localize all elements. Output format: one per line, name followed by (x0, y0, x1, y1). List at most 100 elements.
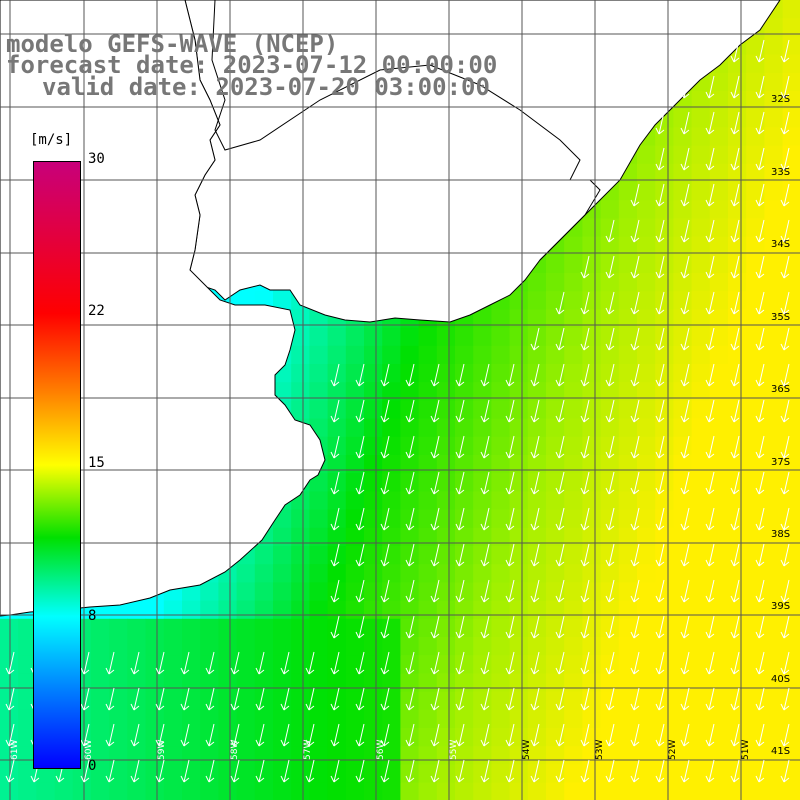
wind-arrow (580, 723, 590, 747)
wind-cell (691, 163, 711, 183)
wind-cell (473, 455, 492, 474)
wind-cell (36, 782, 56, 800)
wind-arrow (680, 75, 690, 99)
wind-cell (527, 473, 547, 492)
wind-arrow (505, 471, 515, 495)
wind-cell (91, 709, 110, 729)
wind-cell (546, 382, 565, 401)
wind-cell (473, 309, 492, 329)
forecast-date: forecast date: 2023-07-12 00:00:00 (6, 51, 498, 79)
wind-cell (18, 618, 37, 638)
wind-arrow (580, 579, 590, 603)
wind-cell (728, 546, 747, 565)
wind-cell (618, 600, 638, 620)
wind-cell (509, 436, 529, 456)
wind-cell (309, 509, 329, 529)
wind-cell (382, 546, 401, 565)
wind-cell (291, 564, 310, 583)
wind-arrow (680, 363, 690, 387)
wind-arrow (580, 759, 590, 783)
wind-arrow (380, 759, 390, 783)
wind-cell (655, 637, 674, 656)
wind-cell (600, 473, 620, 492)
wind-cell (782, 764, 800, 784)
wind-arrow (730, 255, 740, 279)
wind-cell (618, 491, 638, 511)
wind-cell (491, 309, 511, 329)
wind-cell (728, 455, 747, 474)
wind-cell (400, 637, 420, 656)
wind-cell (273, 291, 292, 310)
wind-cell (400, 728, 420, 747)
wind-cell (600, 218, 620, 238)
wind-cell (473, 491, 492, 511)
wind-cell (709, 691, 729, 711)
wind-cell (600, 546, 620, 565)
wind-cell (746, 182, 765, 201)
wind-cell (637, 509, 656, 529)
wind-cell (436, 691, 456, 711)
wind-arrow (655, 399, 665, 423)
wind-cell (91, 618, 110, 638)
wind-cell (145, 637, 165, 656)
wind-cell (764, 327, 784, 347)
wind-arrow (305, 723, 315, 747)
wind-cell (345, 327, 365, 347)
wind-cell (782, 418, 800, 438)
wind-cell (728, 673, 747, 693)
wind-cell (691, 127, 711, 147)
wind-cell (527, 655, 547, 674)
wind-cell (582, 436, 602, 456)
wind-cell (746, 382, 765, 401)
wind-cell (546, 254, 565, 274)
wind-arrow (680, 435, 690, 459)
wind-cell (418, 691, 438, 711)
wind-cell (764, 546, 784, 565)
wind-cell (728, 491, 747, 511)
wind-cell (637, 436, 656, 456)
wind-cell (582, 637, 602, 656)
wind-cell (491, 364, 511, 383)
wind-cell (291, 691, 310, 711)
wind-cell (400, 546, 420, 565)
wind-arrow (430, 687, 440, 711)
colorbar-unit: [m/s] (30, 132, 73, 148)
wind-cell (600, 764, 620, 784)
wind-arrow (480, 579, 490, 603)
wind-cell (746, 109, 765, 128)
wind-arrow (430, 723, 440, 747)
wind-cell (691, 291, 711, 310)
wind-cell (527, 309, 547, 329)
wind-cell (746, 600, 765, 620)
wind-cell (382, 418, 401, 438)
wind-cell (0, 782, 19, 800)
wind-cell (345, 509, 365, 529)
wind-cell (436, 382, 456, 401)
wind-cell (327, 382, 347, 401)
wind-cell (364, 473, 383, 492)
wind-arrow (330, 507, 340, 531)
wind-arrow (530, 651, 540, 675)
wind-arrow (730, 399, 740, 423)
wind-arrow (330, 543, 340, 567)
wind-arrow (305, 759, 315, 783)
wind-arrow (755, 327, 765, 351)
wind-cell (91, 782, 110, 800)
wind-cell (436, 418, 456, 438)
wind-cell (782, 345, 800, 365)
wind-cell (691, 637, 711, 656)
wind-cell (418, 382, 438, 401)
wind-cell (655, 600, 674, 620)
wind-cell (436, 455, 456, 474)
wind-arrow (355, 399, 365, 423)
wind-cell (691, 254, 711, 274)
wind-cell (218, 655, 238, 674)
wind-cell (473, 382, 492, 401)
wind-cell (273, 782, 292, 800)
wind-arrow (680, 579, 690, 603)
wind-cell (673, 273, 693, 292)
wind-cell (254, 709, 274, 729)
wind-cell (273, 709, 292, 729)
uruguay-border (211, 0, 601, 261)
wind-arrow (405, 723, 415, 747)
